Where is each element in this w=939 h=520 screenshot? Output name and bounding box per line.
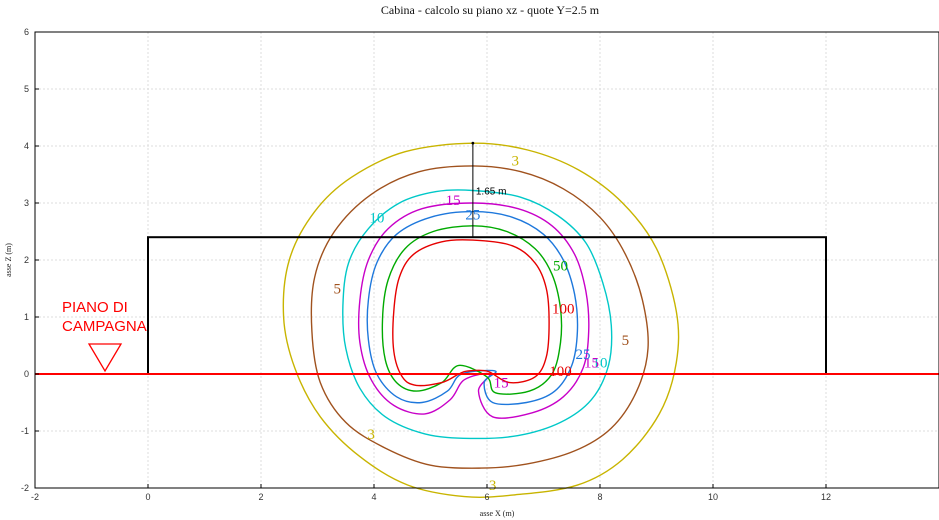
y-tick-label: 6	[24, 27, 29, 37]
dimension-label: 1.65 m	[476, 187, 507, 198]
x-tick-label: 10	[708, 492, 718, 502]
contour-label-100: 100	[549, 364, 572, 380]
contour-label-3: 3	[512, 153, 520, 169]
contour-label-15: 15	[584, 356, 599, 372]
plot-frame	[34, 31, 939, 489]
contour-line-50	[381, 225, 563, 395]
x-tick-label: 4	[371, 492, 376, 502]
contour-label-10: 10	[593, 356, 608, 372]
contour-label-3: 3	[489, 478, 497, 494]
chart-title: Cabina - calcolo su piano xz - quote Y=2…	[381, 3, 600, 17]
x-tick-label: 0	[145, 492, 150, 502]
x-tick-label: 6	[484, 492, 489, 502]
y-tick-label: 5	[24, 84, 29, 94]
y-tick-label: 1	[24, 312, 29, 322]
y-tick-label: 0	[24, 369, 29, 379]
y-tick-label: -1	[21, 426, 29, 436]
ground-label-line-1: PIANO DI	[62, 299, 128, 316]
contour-label-15: 15	[446, 193, 461, 209]
x-tick-label: 8	[597, 492, 602, 502]
contour-lines	[282, 142, 680, 498]
ground-marker-triangle-icon	[87, 343, 123, 373]
contour-label-5: 5	[622, 333, 630, 349]
contour-label-100: 100	[552, 301, 575, 317]
y-tick-label: 2	[24, 255, 29, 265]
y-tick-label: 4	[24, 141, 29, 151]
x-tick-label: 2	[258, 492, 263, 502]
contour-line-25	[366, 210, 579, 406]
contour-label-3: 3	[367, 427, 375, 443]
dimension-end-marker	[471, 141, 475, 145]
y-tick-label: 3	[24, 198, 29, 208]
y-axis-label: asse Z (m)	[4, 243, 13, 277]
y-tick-label: -2	[21, 483, 29, 493]
x-axis-label: asse X (m)	[480, 509, 515, 518]
contour-label-25: 25	[465, 207, 480, 223]
contour-line-3	[282, 142, 680, 498]
ground-label-line-2: CAMPAGNA	[62, 318, 147, 335]
grid	[35, 32, 939, 488]
contour-label-15: 15	[494, 376, 509, 392]
contour-label-25: 25	[576, 347, 591, 363]
contour-label-10: 10	[369, 210, 384, 226]
contour-label-50: 50	[553, 259, 568, 275]
contour-line-5	[310, 165, 649, 469]
x-tick-label: -2	[31, 492, 39, 502]
contour-line-100	[392, 238, 550, 387]
contour-label-5: 5	[334, 282, 342, 298]
height-dimension: 1.65 m	[471, 141, 507, 238]
x-tick-label: 12	[821, 492, 831, 502]
